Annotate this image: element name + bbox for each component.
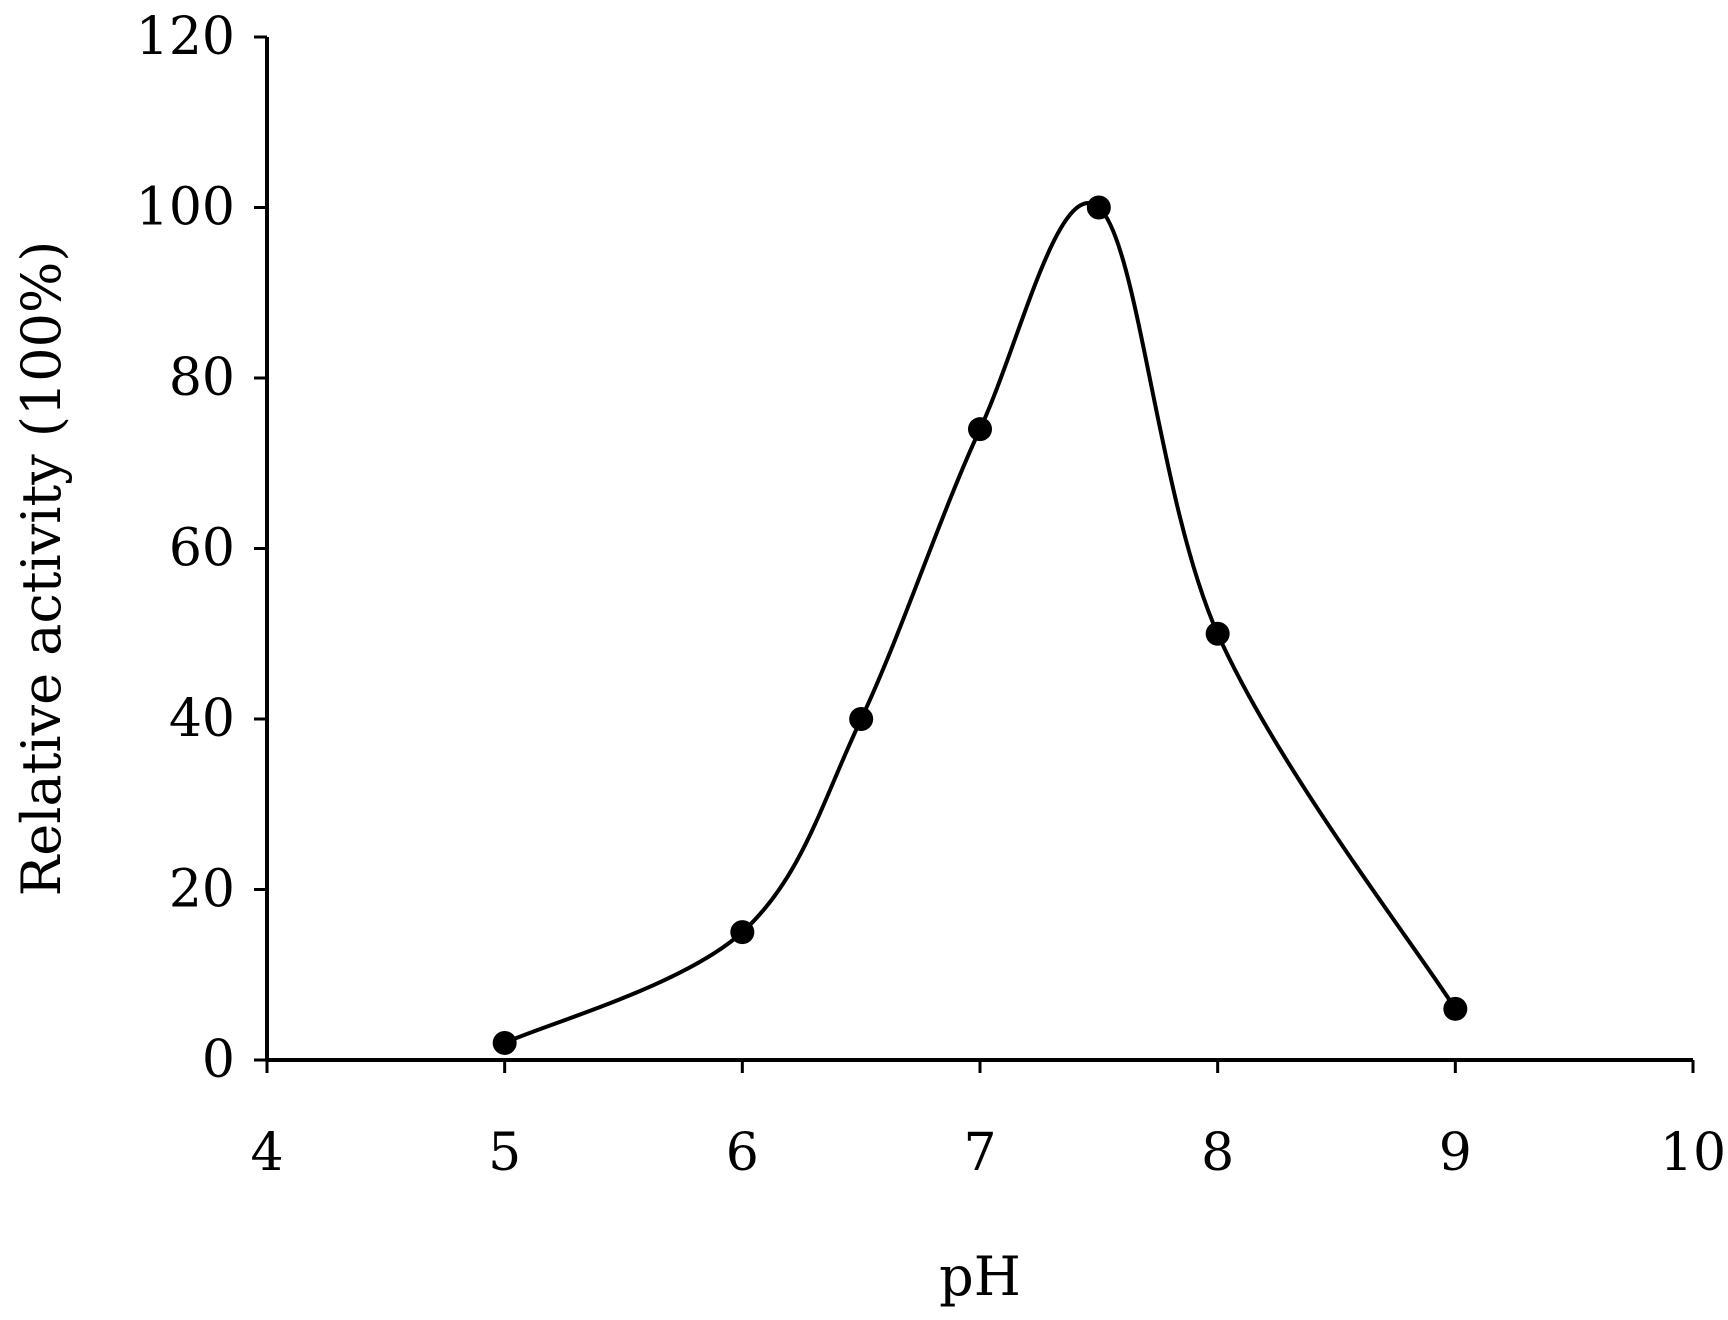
tick-labels: 0 20 40 60 80 100 120 4 5 6 7 8 9 10 bbox=[136, 7, 1726, 1183]
x-tick-label: 8 bbox=[1201, 1123, 1234, 1183]
x-tick-label: 10 bbox=[1660, 1123, 1726, 1183]
y-tick-label: 120 bbox=[136, 7, 235, 67]
y-tick-label: 60 bbox=[169, 519, 235, 579]
x-tick-label: 7 bbox=[963, 1123, 996, 1183]
data-point bbox=[849, 707, 874, 731]
data-point bbox=[1205, 621, 1230, 646]
x-tick-label: 6 bbox=[726, 1123, 759, 1183]
data-point bbox=[730, 920, 755, 945]
data-point bbox=[968, 417, 992, 442]
y-tick-label: 80 bbox=[169, 348, 235, 408]
x-axis-title: pH bbox=[939, 1245, 1021, 1308]
data-point bbox=[1086, 195, 1111, 220]
y-tick-label: 100 bbox=[136, 178, 235, 238]
series-line bbox=[503, 201, 1458, 1045]
y-tick-label: 40 bbox=[169, 689, 235, 749]
tick-marks bbox=[254, 35, 1695, 1073]
axes bbox=[265, 37, 1693, 1062]
data-points bbox=[492, 195, 1468, 1055]
data-point bbox=[1443, 996, 1468, 1021]
x-tick-label: 5 bbox=[488, 1123, 521, 1183]
y-axis-title: Relative activity (100%) bbox=[10, 241, 73, 897]
x-tick-label: 9 bbox=[1439, 1123, 1472, 1183]
y-tick-label: 0 bbox=[202, 1030, 235, 1090]
x-tick-label: 4 bbox=[250, 1123, 283, 1183]
data-point bbox=[492, 1030, 517, 1055]
y-tick-label: 20 bbox=[169, 860, 235, 920]
